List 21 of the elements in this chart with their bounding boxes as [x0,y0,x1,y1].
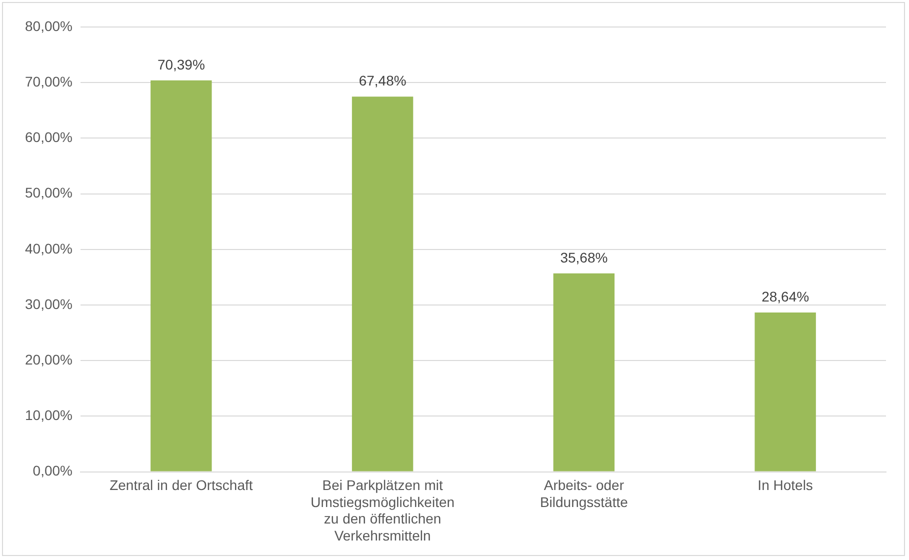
bar [754,312,816,472]
x-tick-label: Bei Parkplätzen mit Umstiegsmöglichkeiten zu den öffentlichen Verkehrsmitteln [310,477,455,544]
bar [553,273,615,472]
y-tick-label: 40,00% [25,240,72,256]
y-tick-label: 60,00% [25,129,72,146]
bar [150,80,212,472]
x-tick-label: In Hotels [758,477,813,494]
data-label: 70,39% [157,56,205,72]
x-tick-label: Arbeits- oder Bildungsstätte [540,477,628,510]
y-tick-label: 70,00% [25,73,72,90]
bar [352,96,414,472]
data-label: 28,64% [762,288,810,304]
data-label: 35,68% [560,249,608,266]
y-tick-label: 50,00% [25,184,72,201]
y-tick-label: 0,00% [32,462,72,479]
data-label: 67,48% [358,72,406,88]
y-tick-label: 10,00% [25,407,72,424]
y-tick-label: 20,00% [25,351,72,368]
x-tick-label: Zentral in der Ortschaft [110,477,253,494]
y-tick-label: 80,00% [25,18,72,34]
y-tick-label: 30,00% [25,296,72,312]
